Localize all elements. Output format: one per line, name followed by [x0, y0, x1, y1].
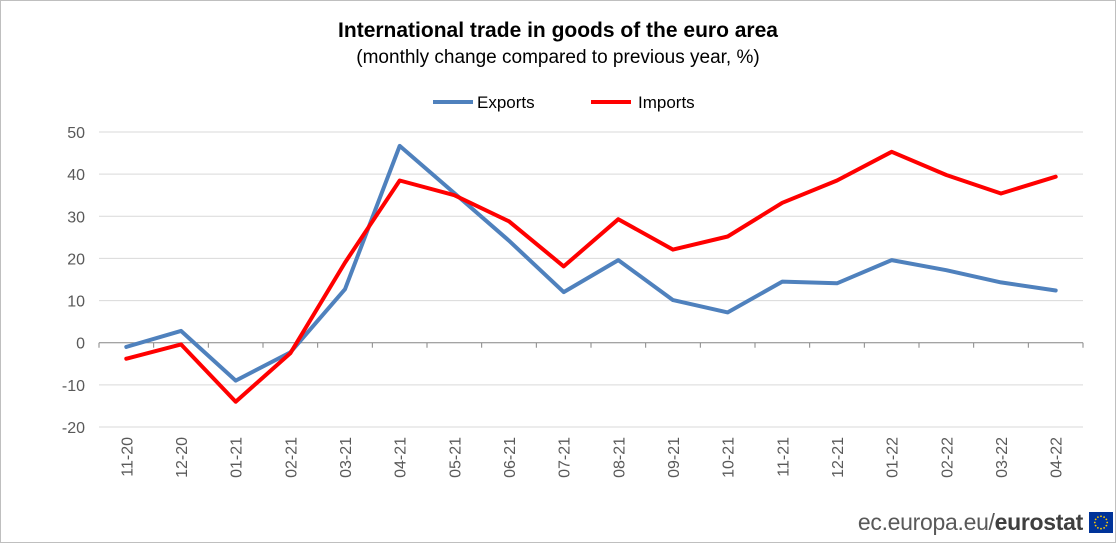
flag-star: [1093, 521, 1096, 524]
flag-star: [1100, 527, 1102, 530]
series-line-exports: [124, 143, 1058, 383]
x-tick-label: 06-21: [502, 437, 519, 478]
y-tick-label: 0: [76, 336, 85, 353]
source-footer[interactable]: ec.europa.eu/eurostat: [858, 509, 1083, 536]
flag-star: [1105, 524, 1108, 527]
x-tick-label: 02-22: [939, 437, 956, 478]
eu-flag-icon: [1089, 512, 1113, 533]
x-tick-label: 07-21: [557, 437, 574, 478]
y-tick-label: 40: [67, 167, 85, 184]
flag-star: [1103, 526, 1105, 529]
flag-star: [1097, 526, 1099, 529]
x-tick-label: 08-21: [611, 437, 628, 478]
x-tick-label: 01-22: [885, 437, 902, 478]
x-tick-label: 09-21: [666, 437, 683, 478]
x-tick-label: 12-21: [830, 437, 847, 478]
x-tick-label: 10-21: [721, 437, 738, 478]
x-tick-label: 04-22: [1049, 437, 1066, 478]
flag-star: [1094, 518, 1097, 521]
x-tick-label: 02-21: [283, 437, 300, 478]
flag-star: [1103, 516, 1105, 519]
x-tick-label: 01-21: [229, 437, 246, 478]
legend-label-exports: Exports: [477, 93, 535, 112]
series-line-imports: [124, 149, 1058, 404]
y-tick-label: -10: [62, 378, 85, 395]
legend-label-imports: Imports: [638, 93, 695, 112]
y-tick-label: -20: [62, 420, 85, 437]
flag-star: [1097, 516, 1099, 519]
flag-star: [1094, 524, 1097, 527]
chart-title: International trade in goods of the euro…: [338, 19, 778, 42]
x-tick-label: 04-21: [393, 437, 410, 478]
x-tick-label: 03-21: [338, 437, 355, 478]
x-tick-label: 12-20: [174, 437, 191, 478]
x-tick-label: 11-21: [775, 437, 792, 477]
y-tick-label: 30: [67, 209, 85, 226]
footer-site: ec.europa.eu/: [857, 509, 995, 535]
flag-star: [1100, 515, 1102, 518]
y-tick-label: 10: [67, 294, 85, 311]
x-tick-label: 05-21: [447, 437, 464, 478]
y-tick-label: 20: [67, 251, 85, 268]
y-tick-label: 50: [67, 125, 85, 142]
eurostat-logo-text: eurostat: [994, 509, 1084, 535]
x-tick-label: 03-22: [994, 437, 1011, 478]
flag-star: [1105, 518, 1108, 521]
chart-subtitle: (monthly change compared to previous yea…: [356, 47, 760, 68]
flag-star: [1106, 521, 1109, 524]
x-tick-label: 11-20: [119, 437, 136, 477]
